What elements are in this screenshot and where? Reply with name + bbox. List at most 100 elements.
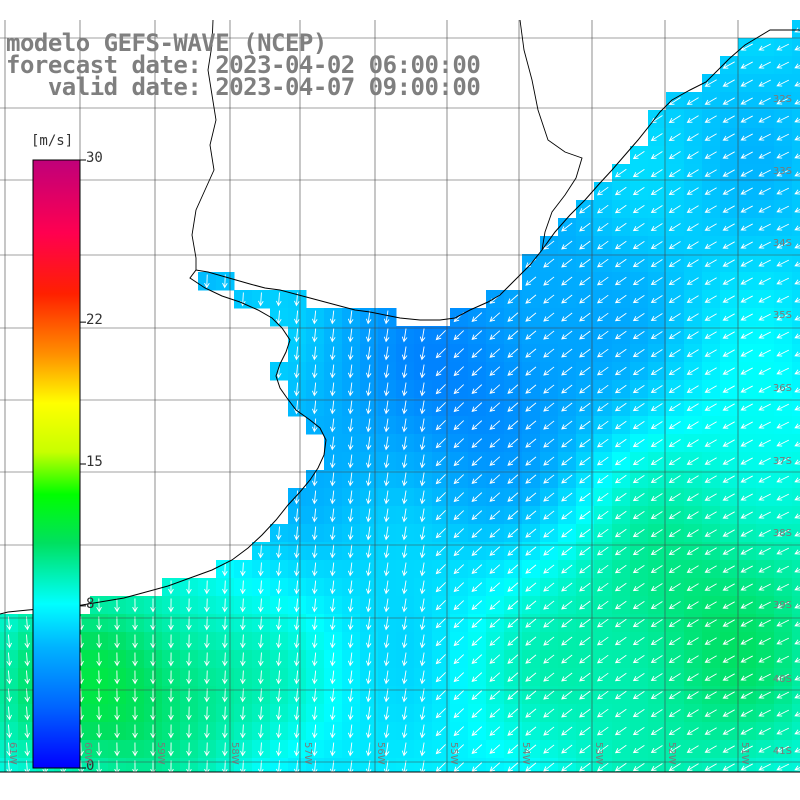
wind-arrow [96, 598, 102, 613]
wind-arrow [294, 580, 300, 595]
wind-arrow [561, 492, 573, 502]
wind-arrow [365, 760, 372, 772]
wind-arrow [794, 477, 800, 483]
wind-arrow [579, 546, 591, 556]
wind-arrow [740, 331, 753, 339]
wind-arrow [507, 726, 519, 736]
wind-arrow [311, 382, 318, 397]
title-forecast-date: forecast date: 2023-04-02 06:00:00 [6, 51, 481, 79]
wind-arrow [329, 562, 336, 577]
wind-arrow [650, 367, 663, 376]
wind-arrow [650, 457, 663, 466]
wind-arrow [311, 310, 318, 325]
wind-arrow [740, 295, 753, 303]
wind-arrow [794, 45, 800, 51]
wind-arrow [758, 367, 771, 375]
wind-arrow [561, 672, 573, 682]
wind-speed-cell [792, 470, 800, 489]
wind-arrow [740, 187, 753, 195]
wind-speed-cell [792, 740, 800, 759]
wind-arrow [383, 364, 390, 379]
wind-arrow [132, 634, 138, 649]
wind-arrow [419, 634, 426, 649]
wind-arrow [632, 222, 645, 232]
wind-arrow [401, 508, 408, 523]
wind-arrow [258, 670, 264, 685]
wind-arrow [453, 726, 465, 737]
wind-arrow [383, 310, 390, 325]
wind-arrow [561, 438, 573, 448]
latitude-label: 37S [772, 456, 792, 467]
wind-arrow [740, 673, 753, 681]
wind-arrow [686, 673, 699, 681]
wind-arrow [276, 742, 282, 757]
wind-arrow [614, 312, 627, 322]
wind-speed-cell [792, 56, 800, 75]
wind-arrow [435, 672, 446, 683]
wind-arrow [579, 564, 591, 574]
wind-arrow [114, 688, 120, 703]
wind-arrow [186, 742, 192, 757]
wind-arrow [543, 708, 555, 718]
wind-arrow [596, 186, 609, 196]
wind-arrow [596, 438, 609, 448]
wind-arrow [776, 673, 790, 681]
wind-arrow [383, 562, 390, 577]
wind-arrow [632, 762, 645, 772]
wind-arrow [740, 439, 753, 447]
wind-arrow [579, 636, 591, 646]
wind-arrow [758, 709, 771, 717]
wind-arrow [471, 582, 483, 593]
wind-arrow [740, 205, 753, 213]
wind-arrow [435, 528, 446, 539]
wind-arrow [704, 637, 717, 645]
wind-arrow [650, 691, 663, 700]
wind-arrow [740, 61, 753, 69]
wind-arrow [383, 436, 390, 451]
wind-arrow [632, 492, 645, 502]
wind-arrow [276, 724, 282, 739]
wind-arrow [722, 313, 735, 321]
wind-arrow [401, 706, 408, 721]
colorbar-tick-label: 22 [86, 312, 103, 329]
wind-arrow [704, 475, 717, 483]
wind-arrow [650, 295, 663, 304]
wind-arrow [240, 706, 246, 721]
wind-arrow [383, 598, 390, 613]
wind-arrow [507, 420, 519, 430]
wind-arrow [419, 490, 426, 505]
wind-arrow [543, 546, 555, 556]
wind-arrow [614, 330, 627, 340]
wind-arrow [632, 564, 645, 574]
wind-arrow [632, 150, 645, 160]
wind-speed-cell [792, 704, 800, 723]
wind-arrow [579, 438, 591, 448]
wind-arrow [365, 634, 372, 649]
wind-arrow [776, 241, 790, 249]
wind-arrow [311, 328, 318, 343]
wind-arrow [347, 724, 354, 739]
wind-speed-cell [792, 632, 800, 651]
wind-arrow [686, 637, 699, 645]
wind-arrow [311, 580, 318, 595]
wind-arrow [6, 724, 12, 739]
wind-arrow [704, 277, 717, 285]
wind-arrow [614, 582, 627, 592]
wind-arrow [758, 529, 771, 537]
wind-arrow [347, 706, 354, 721]
wind-arrow [525, 726, 537, 736]
wind-arrow [489, 582, 501, 592]
wind-arrow [383, 490, 390, 505]
wind-arrow [186, 724, 192, 739]
wind-arrow [758, 619, 771, 627]
wind-arrow [776, 367, 790, 375]
wind-arrow [722, 529, 735, 537]
wind-arrow [543, 492, 555, 502]
colorbar-tick-label: 15 [86, 454, 103, 470]
wind-arrow [543, 600, 555, 610]
wind-arrow [347, 562, 354, 577]
wind-arrow [614, 546, 627, 556]
wind-arrow [722, 205, 735, 213]
wind-arrow [596, 222, 609, 232]
wind-speed-cell [792, 380, 800, 399]
